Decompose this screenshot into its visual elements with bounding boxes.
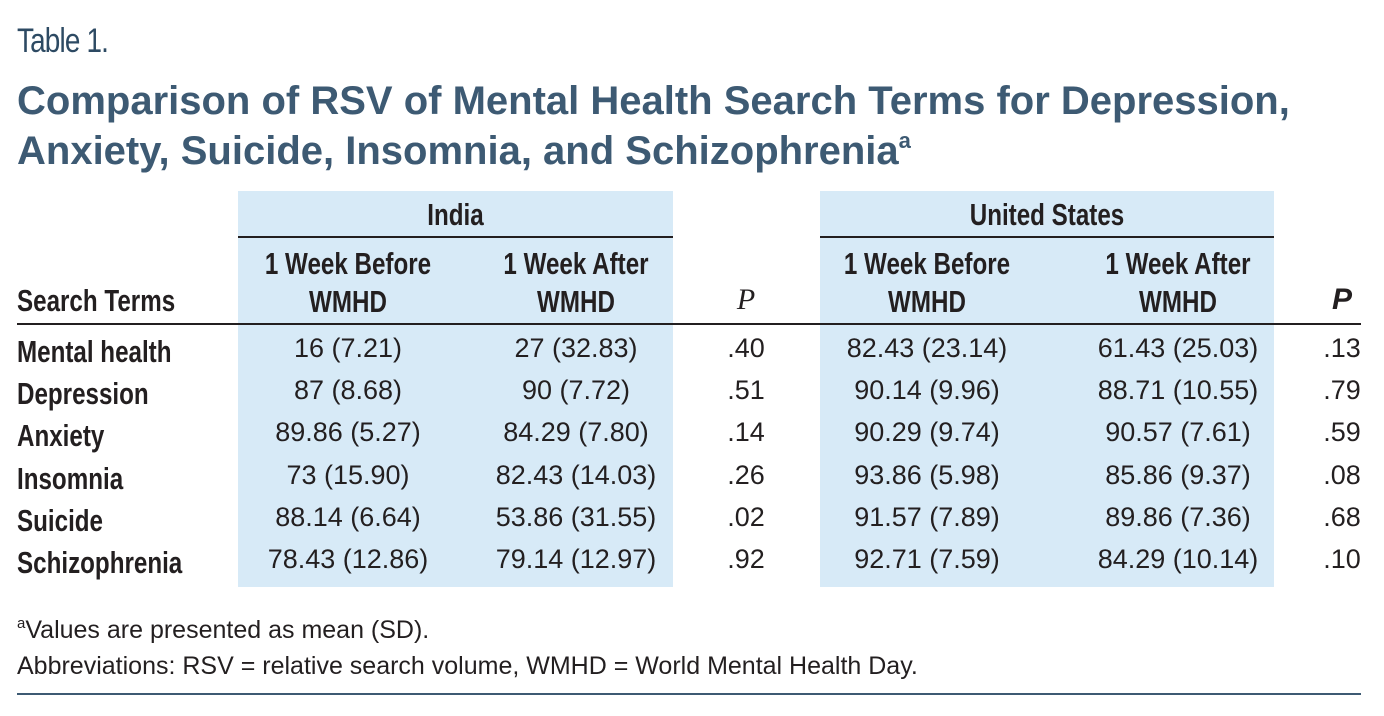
cell-india-after: 79.14 (12.97) <box>495 544 657 574</box>
row-label: Anxiety <box>17 418 105 454</box>
column-header-india-after: 1 Week After WMHD <box>503 246 649 319</box>
cell-us-before: 92.71 (7.59) <box>854 544 1000 574</box>
cell-india-after: 53.86 (31.55) <box>495 501 657 532</box>
india-group-rule <box>238 236 673 238</box>
cell-india-before: 89.86 (5.27) <box>275 417 421 448</box>
row-label: Suicide <box>17 502 104 538</box>
cell-india-p: .26 <box>727 459 765 490</box>
cell-us-after: 61.43 (25.03) <box>1097 333 1259 363</box>
india-column-band <box>238 191 673 587</box>
cell-us-before: 90.14 (9.96) <box>854 375 1000 406</box>
cell-us-p: .08 <box>1323 459 1361 490</box>
group-header-us: United States <box>969 197 1125 232</box>
column-header-us-p: P <box>1331 283 1352 316</box>
footnote-values: aValues are presented as mean (SD). <box>17 616 429 645</box>
cell-us-p: .10 <box>1323 544 1361 574</box>
cell-india-after: 90 (7.72) <box>521 375 631 406</box>
table-title-text: Comparison of RSV of Mental Health Searc… <box>17 79 1290 173</box>
cell-us-p: .79 <box>1323 375 1361 406</box>
cell-india-p: .92 <box>727 544 765 574</box>
row-label: Mental health <box>17 334 172 369</box>
title-footnote-marker: a <box>898 128 911 153</box>
cell-us-after: 90.57 (7.61) <box>1105 417 1251 448</box>
column-header-search-terms: Search Terms <box>17 283 176 318</box>
footnote-values-text: Values are presented as mean (SD). <box>25 616 430 644</box>
cell-us-before: 91.57 (7.89) <box>854 501 1000 532</box>
bottom-rule <box>17 693 1361 695</box>
cell-us-before: 90.29 (9.74) <box>854 417 1000 448</box>
column-header-india-p: P <box>736 283 756 316</box>
cell-india-p: .40 <box>727 333 765 363</box>
cell-india-before: 73 (15.90) <box>286 459 410 490</box>
header-rule <box>17 323 1361 325</box>
footnote-abbreviations: Abbreviations: RSV = relative search vol… <box>17 652 918 680</box>
cell-india-p: .51 <box>727 375 765 406</box>
column-header-us-after: 1 Week After WMHD <box>1105 246 1251 319</box>
cell-india-before: 88.14 (6.64) <box>275 501 421 532</box>
cell-india-before: 78.43 (12.86) <box>267 544 429 574</box>
cell-us-before: 82.43 (23.14) <box>846 333 1008 363</box>
cell-india-p: .14 <box>727 417 765 448</box>
cell-us-before: 93.86 (5.98) <box>854 459 1000 490</box>
group-header-india: India <box>427 197 484 232</box>
cell-india-before: 16 (7.21) <box>293 333 403 363</box>
cell-us-p: .59 <box>1323 417 1361 448</box>
table-number: Table 1. <box>17 22 109 60</box>
cell-india-after: 84.29 (7.80) <box>503 417 649 448</box>
cell-us-after: 84.29 (10.14) <box>1097 544 1259 574</box>
row-label: Insomnia <box>17 460 124 496</box>
cell-us-p: .68 <box>1323 501 1361 532</box>
footnote-marker: a <box>17 615 26 632</box>
cell-india-after: 27 (32.83) <box>514 333 638 363</box>
cell-india-before: 87 (8.68) <box>293 375 403 406</box>
table-title: Comparison of RSV of Mental Health Searc… <box>17 76 1357 176</box>
cell-us-after: 85.86 (9.37) <box>1105 459 1251 490</box>
cell-india-after: 82.43 (14.03) <box>495 459 657 490</box>
row-label: Depression <box>17 376 149 412</box>
cell-us-after: 89.86 (7.36) <box>1105 501 1251 532</box>
row-label: Schizophrenia <box>17 545 183 580</box>
cell-us-after: 88.71 (10.55) <box>1097 375 1259 406</box>
us-group-rule <box>820 236 1274 238</box>
column-header-us-before: 1 Week Before WMHD <box>843 246 1011 319</box>
column-header-india-before: 1 Week Before WMHD <box>264 246 432 319</box>
cell-us-p: .13 <box>1323 333 1361 363</box>
cell-india-p: .02 <box>727 501 765 532</box>
us-column-band <box>820 191 1274 587</box>
